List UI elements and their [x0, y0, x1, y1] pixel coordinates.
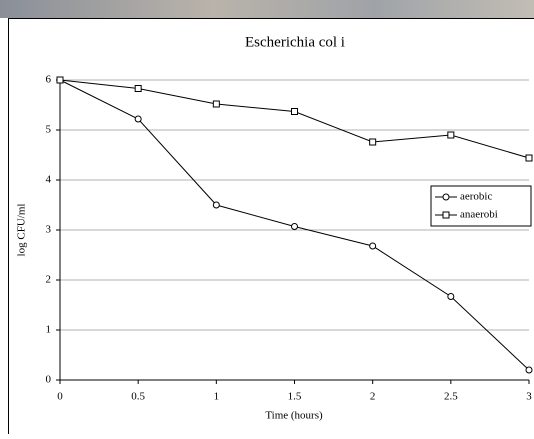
legend-marker [442, 211, 450, 219]
x-tick-label: 0.5 [131, 391, 145, 403]
point [212, 100, 220, 108]
y-tick-label: 5 [46, 124, 52, 136]
point [291, 223, 298, 230]
y-tick-label: 0 [46, 374, 52, 386]
point [212, 201, 220, 209]
point [134, 115, 142, 123]
y-tick-label: 6 [46, 74, 52, 86]
legend-label: anaerobi [460, 209, 498, 221]
y-tick-label: 4 [46, 174, 52, 186]
legend-marker [442, 193, 450, 201]
point [369, 138, 377, 146]
point [56, 76, 64, 84]
point [291, 108, 298, 115]
y-tick-label: 2 [46, 274, 52, 286]
point [369, 242, 377, 250]
point [525, 154, 533, 162]
y-tick-label: 3 [46, 224, 52, 236]
point [447, 131, 455, 139]
series-line [59, 79, 530, 159]
point [447, 293, 455, 300]
x-axis-label: Time (hours) [265, 410, 323, 422]
x-tick-label: 0 [57, 391, 63, 403]
y-tick-label: 1 [46, 324, 52, 336]
point [134, 85, 142, 92]
x-tick-label: 3 [526, 391, 532, 403]
x-tick-label: 1.5 [288, 391, 302, 403]
chart-title: Escherichia col i [245, 34, 345, 50]
x-tick-label: 2 [370, 391, 376, 403]
x-tick-label: 1 [214, 391, 220, 403]
point [525, 366, 533, 374]
background-strip [0, 0, 534, 18]
y-axis-label: log CFU/ml [16, 204, 28, 257]
legend-box [430, 185, 532, 227]
x-tick-label: 2.5 [444, 391, 458, 403]
legend-label: aerobic [460, 191, 492, 203]
